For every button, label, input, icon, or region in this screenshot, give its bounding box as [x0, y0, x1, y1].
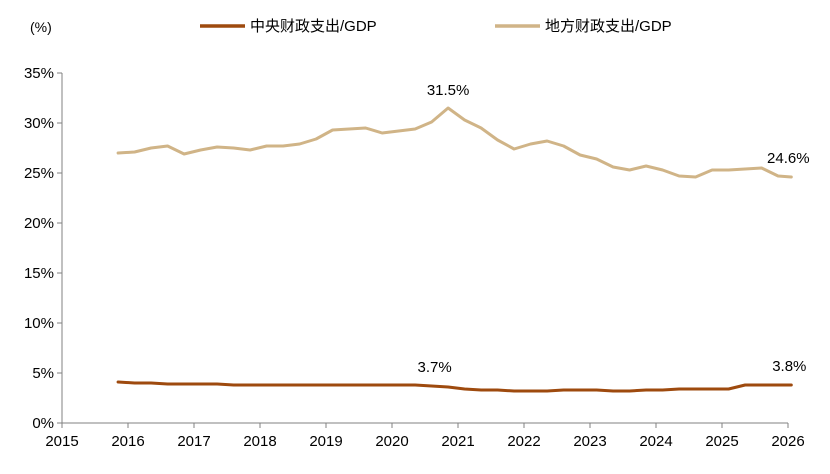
y-tick-label: 30% [24, 115, 54, 132]
legend-label-2: 地方财政支出/GDP [545, 18, 672, 35]
series-group [116, 106, 793, 393]
y-axis: 0% 5% 10% 15% 20% 25% 30% 35% [24, 65, 63, 432]
y-tick-label: 15% [24, 265, 54, 282]
y-unit-label: (%) [30, 19, 52, 35]
annotation-label: 24.6% [767, 150, 810, 167]
x-tick-label: 2016 [111, 433, 144, 450]
x-tick-label: 2023 [573, 433, 606, 450]
y-tick-label: 10% [24, 315, 54, 332]
x-tick-label: 2018 [243, 433, 276, 450]
series-line-2 [116, 106, 793, 179]
legend-label-1: 中央财政支出/GDP [250, 18, 377, 35]
annotation-label: 3.8% [772, 358, 806, 375]
x-tick-label: 2026 [771, 433, 804, 450]
annotations: 31.5% 24.6% 3.7% 3.8% [417, 82, 809, 376]
x-tick-label: 2024 [639, 433, 672, 450]
x-tick-label: 2021 [441, 433, 474, 450]
series-line-1 [116, 380, 793, 393]
x-tick-label: 2015 [45, 433, 78, 450]
x-tick-label: 2020 [375, 433, 408, 450]
x-tick-label: 2022 [507, 433, 540, 450]
annotation-label: 3.7% [417, 359, 451, 376]
y-tick-label: 5% [32, 365, 54, 382]
y-tick-label: 0% [32, 415, 54, 432]
x-tick-label: 2025 [705, 433, 738, 450]
annotation-label: 31.5% [427, 82, 470, 99]
y-tick-label: 25% [24, 165, 54, 182]
y-tick-label: 35% [24, 65, 54, 82]
x-tick-label: 2019 [309, 433, 342, 450]
y-tick-label: 20% [24, 215, 54, 232]
legend: 中央财政支出/GDP 地方财政支出/GDP [200, 18, 672, 35]
x-axis: 2015 2016 2017 2018 2019 2020 2021 2022 2023 2024… [45, 422, 805, 450]
x-tick-label: 2017 [177, 433, 210, 450]
